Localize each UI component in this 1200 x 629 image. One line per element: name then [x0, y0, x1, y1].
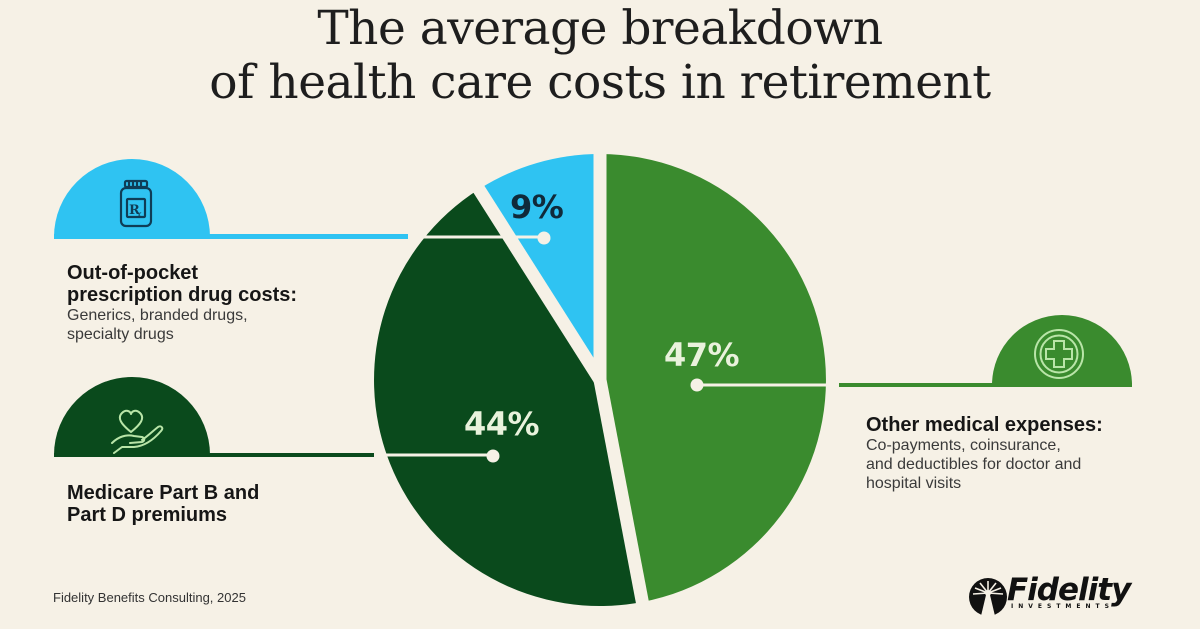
svg-text:x: x — [137, 210, 142, 219]
legend-other-medical-desc-2: and deductibles for doctor and — [866, 456, 1082, 473]
legend-prescription-desc-1: Generics, branded drugs, — [67, 307, 248, 324]
legend-prescription-heading-1: Out-of-pocket — [67, 262, 199, 284]
source-note: Fidelity Benefits Consulting, 2025 — [53, 590, 246, 605]
fidelity-logo-mark — [969, 578, 1007, 616]
prescription-tab — [54, 159, 408, 239]
leader-other-medical — [690, 378, 826, 392]
percent-label-premiums: 44% — [464, 405, 540, 443]
legend-other-medical-heading: Other medical expenses: — [866, 414, 1103, 436]
title-line-1: The average breakdown — [317, 1, 883, 56]
percent-label-other-medical: 47% — [664, 336, 740, 374]
pie-slice-other-medical — [600, 154, 826, 602]
prescription-bottle-icon: R x — [119, 179, 153, 228]
legend-prescription-desc-2: specialty drugs — [67, 326, 174, 343]
premiums-tab — [54, 377, 374, 457]
chart-title: The average breakdown of health care cos… — [0, 2, 1200, 110]
fidelity-logo: Fidelity INVESTMENTS — [965, 572, 1131, 611]
leader-prescription — [408, 231, 551, 245]
title-line-2: of health care costs in retirement — [209, 55, 991, 110]
medical-cross-icon — [1034, 329, 1084, 379]
legend-prescription: Out-of-pocket prescription drug costs: G… — [67, 262, 297, 344]
svg-text:R: R — [129, 203, 140, 218]
legend-other-medical: Other medical expenses: Co-payments, coi… — [866, 414, 1103, 493]
legend-premiums-heading-1: Medicare Part B and — [67, 482, 260, 504]
heart-in-hand-icon — [111, 409, 164, 454]
logo-subtitle: INVESTMENTS — [1011, 603, 1114, 610]
legend-premiums-heading-2: Part D premiums — [67, 504, 228, 526]
legend-prescription-heading-2: prescription drug costs: — [67, 284, 298, 306]
legend-other-medical-desc-3: hospital visits — [866, 475, 962, 492]
pie-slice-premiums — [374, 189, 643, 606]
legend-other-medical-desc-1: Co-payments, coinsurance, — [866, 437, 1061, 454]
logo-wordmark: Fidelity — [1007, 572, 1131, 608]
other-medical-tab — [839, 315, 1132, 387]
percent-label-prescription: 9% — [510, 188, 564, 226]
legend-premiums: Medicare Part B and Part D premiums — [67, 482, 259, 526]
pie-chart — [374, 150, 826, 608]
leader-premiums — [376, 449, 500, 463]
